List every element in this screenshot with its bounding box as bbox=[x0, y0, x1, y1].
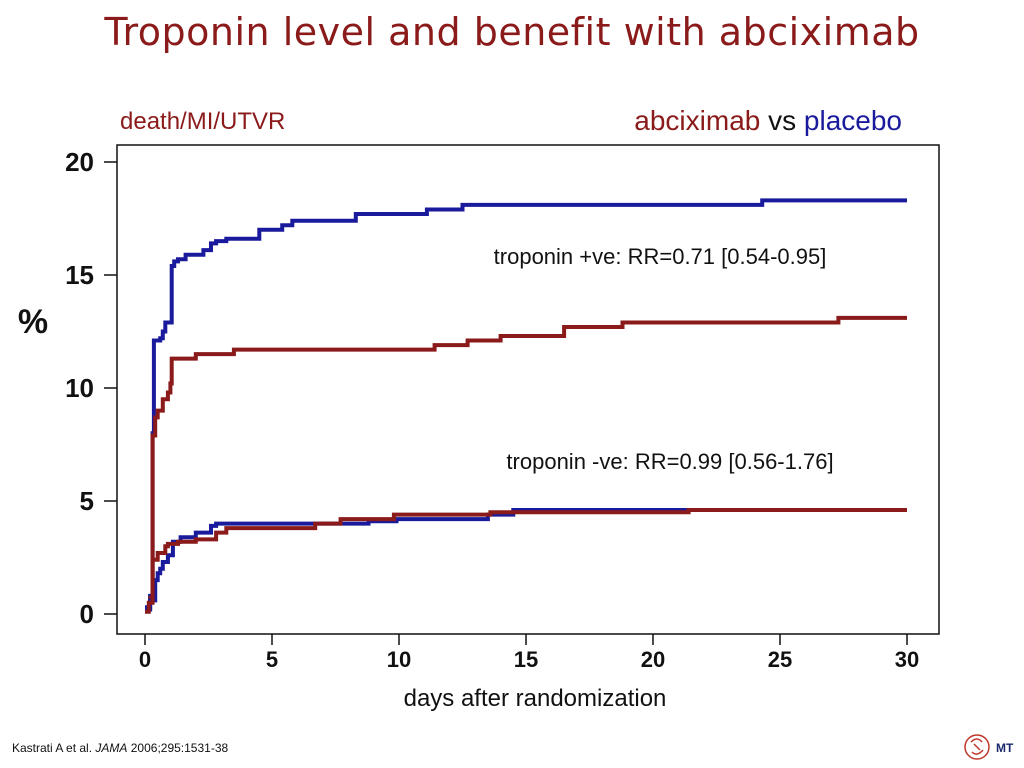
y-tick-label: 5 bbox=[80, 486, 94, 516]
series-layer bbox=[145, 198, 907, 614]
series-line-abciximab bbox=[145, 508, 907, 614]
citation: Kastrati A et al. JAMA 2006;295:1531-38 bbox=[12, 741, 228, 755]
y-tick-label: 0 bbox=[80, 599, 94, 629]
x-axis-label: days after randomization bbox=[404, 685, 667, 712]
logo-text: MT bbox=[996, 741, 1014, 755]
series-line-abciximab bbox=[145, 315, 907, 612]
citation-journal: JAMA bbox=[95, 741, 128, 755]
legend: abciximab vs placebo bbox=[634, 105, 902, 137]
legend-abciximab: abciximab bbox=[634, 105, 761, 136]
x-tick-label: 25 bbox=[768, 647, 792, 672]
annotation-troponin-positive: troponin +ve: RR=0.71 [0.54-0.95] bbox=[494, 244, 827, 269]
x-tick-label: 30 bbox=[895, 647, 919, 672]
y-tick-label: 10 bbox=[65, 373, 94, 403]
slide-title: Troponin level and benefit with abcixima… bbox=[104, 10, 920, 54]
x-tick-label: 5 bbox=[266, 647, 278, 672]
plot-frame bbox=[116, 144, 940, 635]
y-axis: 0 5 10 15 20 bbox=[65, 147, 117, 629]
y-axis-label: % bbox=[18, 303, 48, 341]
series-line-placebo bbox=[145, 508, 907, 612]
citation-authors: Kastrati A et al. bbox=[12, 741, 93, 755]
legend-placebo: placebo bbox=[803, 105, 902, 136]
x-tick-label: 0 bbox=[139, 647, 151, 672]
y-axis-label-top: death/MI/UTVR bbox=[120, 108, 286, 135]
y-tick-label: 15 bbox=[65, 260, 94, 290]
y-tick-label: 20 bbox=[65, 147, 94, 177]
x-tick-label: 10 bbox=[387, 647, 411, 672]
institution-logo-icon bbox=[964, 734, 990, 760]
series-line-placebo bbox=[145, 198, 907, 610]
x-tick-label: 20 bbox=[641, 647, 665, 672]
legend-vs: vs bbox=[768, 105, 797, 136]
annotation-troponin-negative: troponin -ve: RR=0.99 [0.56-1.76] bbox=[506, 449, 833, 474]
x-tick-label: 15 bbox=[514, 647, 538, 672]
citation-ref: 2006;295:1531-38 bbox=[130, 741, 229, 755]
x-axis: 0 5 10 15 20 25 30 bbox=[139, 634, 919, 672]
